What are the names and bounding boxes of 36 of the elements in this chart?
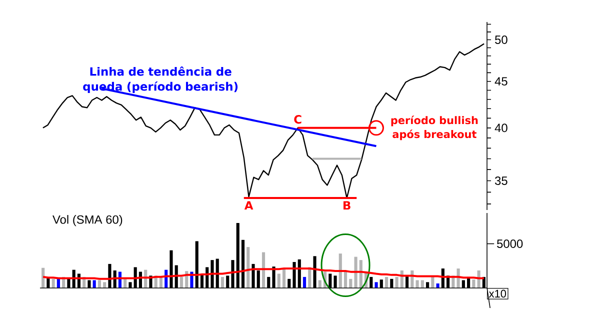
bar xyxy=(338,254,342,288)
bar xyxy=(92,280,96,288)
bar xyxy=(395,276,398,288)
chart-title: Vol (SMA 60) xyxy=(52,215,122,226)
bar xyxy=(349,278,352,288)
bar xyxy=(98,280,102,288)
bar xyxy=(52,278,55,288)
annotation: Linha de tendência de queda (período bearish) xyxy=(83,66,238,93)
bar xyxy=(472,280,476,288)
bar xyxy=(318,280,322,288)
annotation: período bullish após breakout xyxy=(391,116,478,140)
y-tick-label: 40 xyxy=(494,124,508,132)
bar xyxy=(384,276,388,288)
bar xyxy=(42,268,45,288)
y-tick-label: 50 xyxy=(495,36,508,44)
annotation: A xyxy=(244,201,254,210)
bar xyxy=(277,274,280,288)
bar xyxy=(103,282,106,288)
bar xyxy=(344,272,348,288)
y-tick-label: 35 xyxy=(494,176,508,185)
bar xyxy=(354,256,358,288)
bar xyxy=(180,276,184,288)
bar xyxy=(246,247,250,288)
annotation: C xyxy=(294,115,302,124)
annotation: B xyxy=(344,201,350,210)
bar xyxy=(282,268,286,288)
bar xyxy=(420,280,424,288)
bar xyxy=(220,276,224,288)
bar xyxy=(302,276,306,288)
line-series xyxy=(42,43,485,199)
bar xyxy=(262,252,266,288)
text: 5000 xyxy=(497,240,523,248)
bar xyxy=(416,280,419,288)
bar xyxy=(374,282,378,288)
text: x10 xyxy=(488,290,506,298)
y-tick-label: 45 xyxy=(494,77,508,86)
